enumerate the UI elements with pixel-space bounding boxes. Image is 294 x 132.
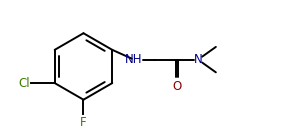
Text: NH: NH: [125, 53, 143, 66]
Text: F: F: [80, 116, 87, 129]
Text: O: O: [172, 80, 181, 93]
Text: N: N: [194, 53, 203, 66]
Text: Cl: Cl: [19, 77, 30, 90]
